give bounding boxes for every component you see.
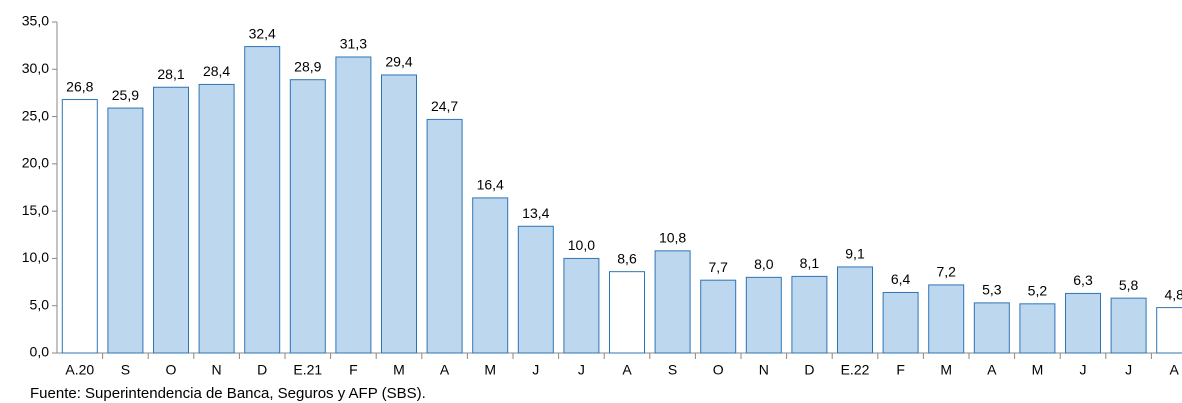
bar	[381, 74, 417, 354]
value-label: 5,2	[1028, 283, 1048, 299]
bar	[1156, 307, 1182, 354]
value-label: 28,1	[157, 66, 184, 82]
x-tick-label: O	[713, 362, 724, 378]
bar	[882, 291, 919, 354]
value-label: 4,8	[1164, 286, 1182, 302]
value-label: 32,4	[249, 25, 276, 41]
bar	[289, 79, 326, 354]
bar	[107, 107, 144, 354]
x-tick-label: A	[440, 362, 450, 378]
x-tick-label: J	[1080, 362, 1087, 378]
value-label: 8,0	[754, 256, 774, 272]
value-label: 16,4	[477, 177, 504, 193]
value-label: 28,9	[294, 58, 321, 74]
value-label: 8,1	[800, 255, 820, 271]
x-tick-label: F	[349, 362, 358, 378]
bar	[928, 284, 965, 354]
value-label: 29,4	[385, 54, 412, 70]
y-tick-label: 35,0	[22, 13, 49, 29]
bar	[198, 83, 235, 354]
bar	[517, 225, 554, 354]
x-tick-label: N	[759, 362, 769, 378]
bar	[973, 302, 1010, 354]
x-tick-label: A.20	[65, 362, 94, 378]
x-tick-label: E.21	[293, 362, 322, 378]
bar	[1019, 303, 1056, 354]
x-tick-label: N	[212, 362, 222, 378]
x-tick-label: J	[578, 362, 585, 378]
value-label: 28,4	[203, 63, 230, 79]
value-label: 7,2	[936, 264, 956, 280]
x-tick-label: M	[940, 362, 952, 378]
x-tick-label: M	[484, 362, 496, 378]
value-label: 24,7	[431, 98, 458, 114]
x-tick-label: F	[896, 362, 905, 378]
x-tick-label: E.22	[841, 362, 870, 378]
x-tick-label: A	[987, 362, 997, 378]
value-label: 13,4	[522, 205, 549, 221]
bar	[472, 197, 509, 354]
y-tick-label: 15,0	[22, 202, 49, 218]
value-label: 10,0	[568, 237, 595, 253]
value-label: 6,4	[891, 271, 911, 287]
value-label: 5,3	[982, 282, 1002, 298]
source-note: Fuente: Superintendencia de Banca, Segur…	[30, 385, 426, 402]
bar	[837, 266, 873, 354]
x-tick-label: D	[257, 362, 267, 378]
x-tick-label: O	[166, 362, 177, 378]
bar	[244, 46, 281, 354]
bar	[335, 56, 372, 354]
value-label: 7,7	[708, 259, 728, 275]
value-label: 9,1	[845, 246, 865, 262]
value-label: 25,9	[112, 87, 139, 103]
bar	[153, 86, 189, 354]
y-tick-label: 10,0	[22, 249, 49, 265]
bar	[609, 271, 645, 354]
bar	[791, 275, 828, 354]
value-label: 26,8	[66, 78, 93, 94]
y-tick-label: 30,0	[22, 60, 49, 76]
value-label: 31,3	[340, 36, 367, 52]
x-tick-label: J	[1125, 362, 1132, 378]
bar	[1110, 297, 1147, 354]
x-tick-label: M	[1032, 362, 1044, 378]
bar	[1065, 292, 1101, 354]
x-tick-label: S	[121, 362, 130, 378]
x-tick-label: M	[393, 362, 405, 378]
y-tick-label: 25,0	[22, 107, 49, 123]
bar	[61, 99, 98, 354]
y-tick-label: 0,0	[30, 344, 50, 360]
bar	[700, 279, 737, 354]
bar	[745, 276, 782, 354]
bar	[426, 118, 463, 354]
y-tick-label: 20,0	[22, 155, 49, 171]
x-tick-label: A	[1170, 362, 1180, 378]
x-tick-label: J	[532, 362, 539, 378]
value-label: 5,8	[1119, 277, 1139, 293]
bar	[654, 250, 691, 354]
value-label: 10,8	[659, 230, 686, 246]
y-tick-label: 5,0	[30, 296, 50, 312]
x-tick-label: D	[804, 362, 814, 378]
value-label: 6,3	[1073, 272, 1093, 288]
value-label: 8,6	[617, 250, 637, 266]
x-tick-label: S	[668, 362, 677, 378]
x-tick-label: A	[622, 362, 632, 378]
bar	[563, 257, 600, 354]
